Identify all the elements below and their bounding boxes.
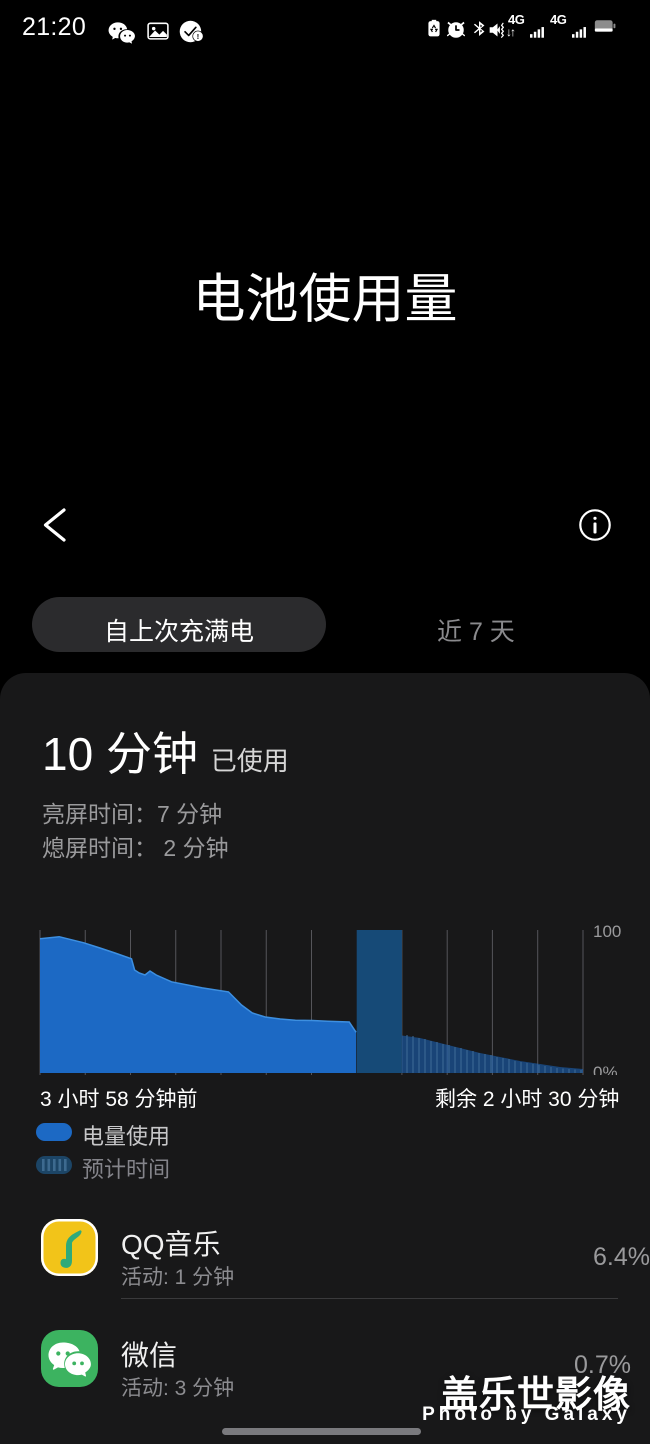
- svg-text:0%: 0%: [593, 1063, 618, 1075]
- svg-text:100: 100: [593, 922, 621, 941]
- svg-text:!: !: [197, 32, 199, 41]
